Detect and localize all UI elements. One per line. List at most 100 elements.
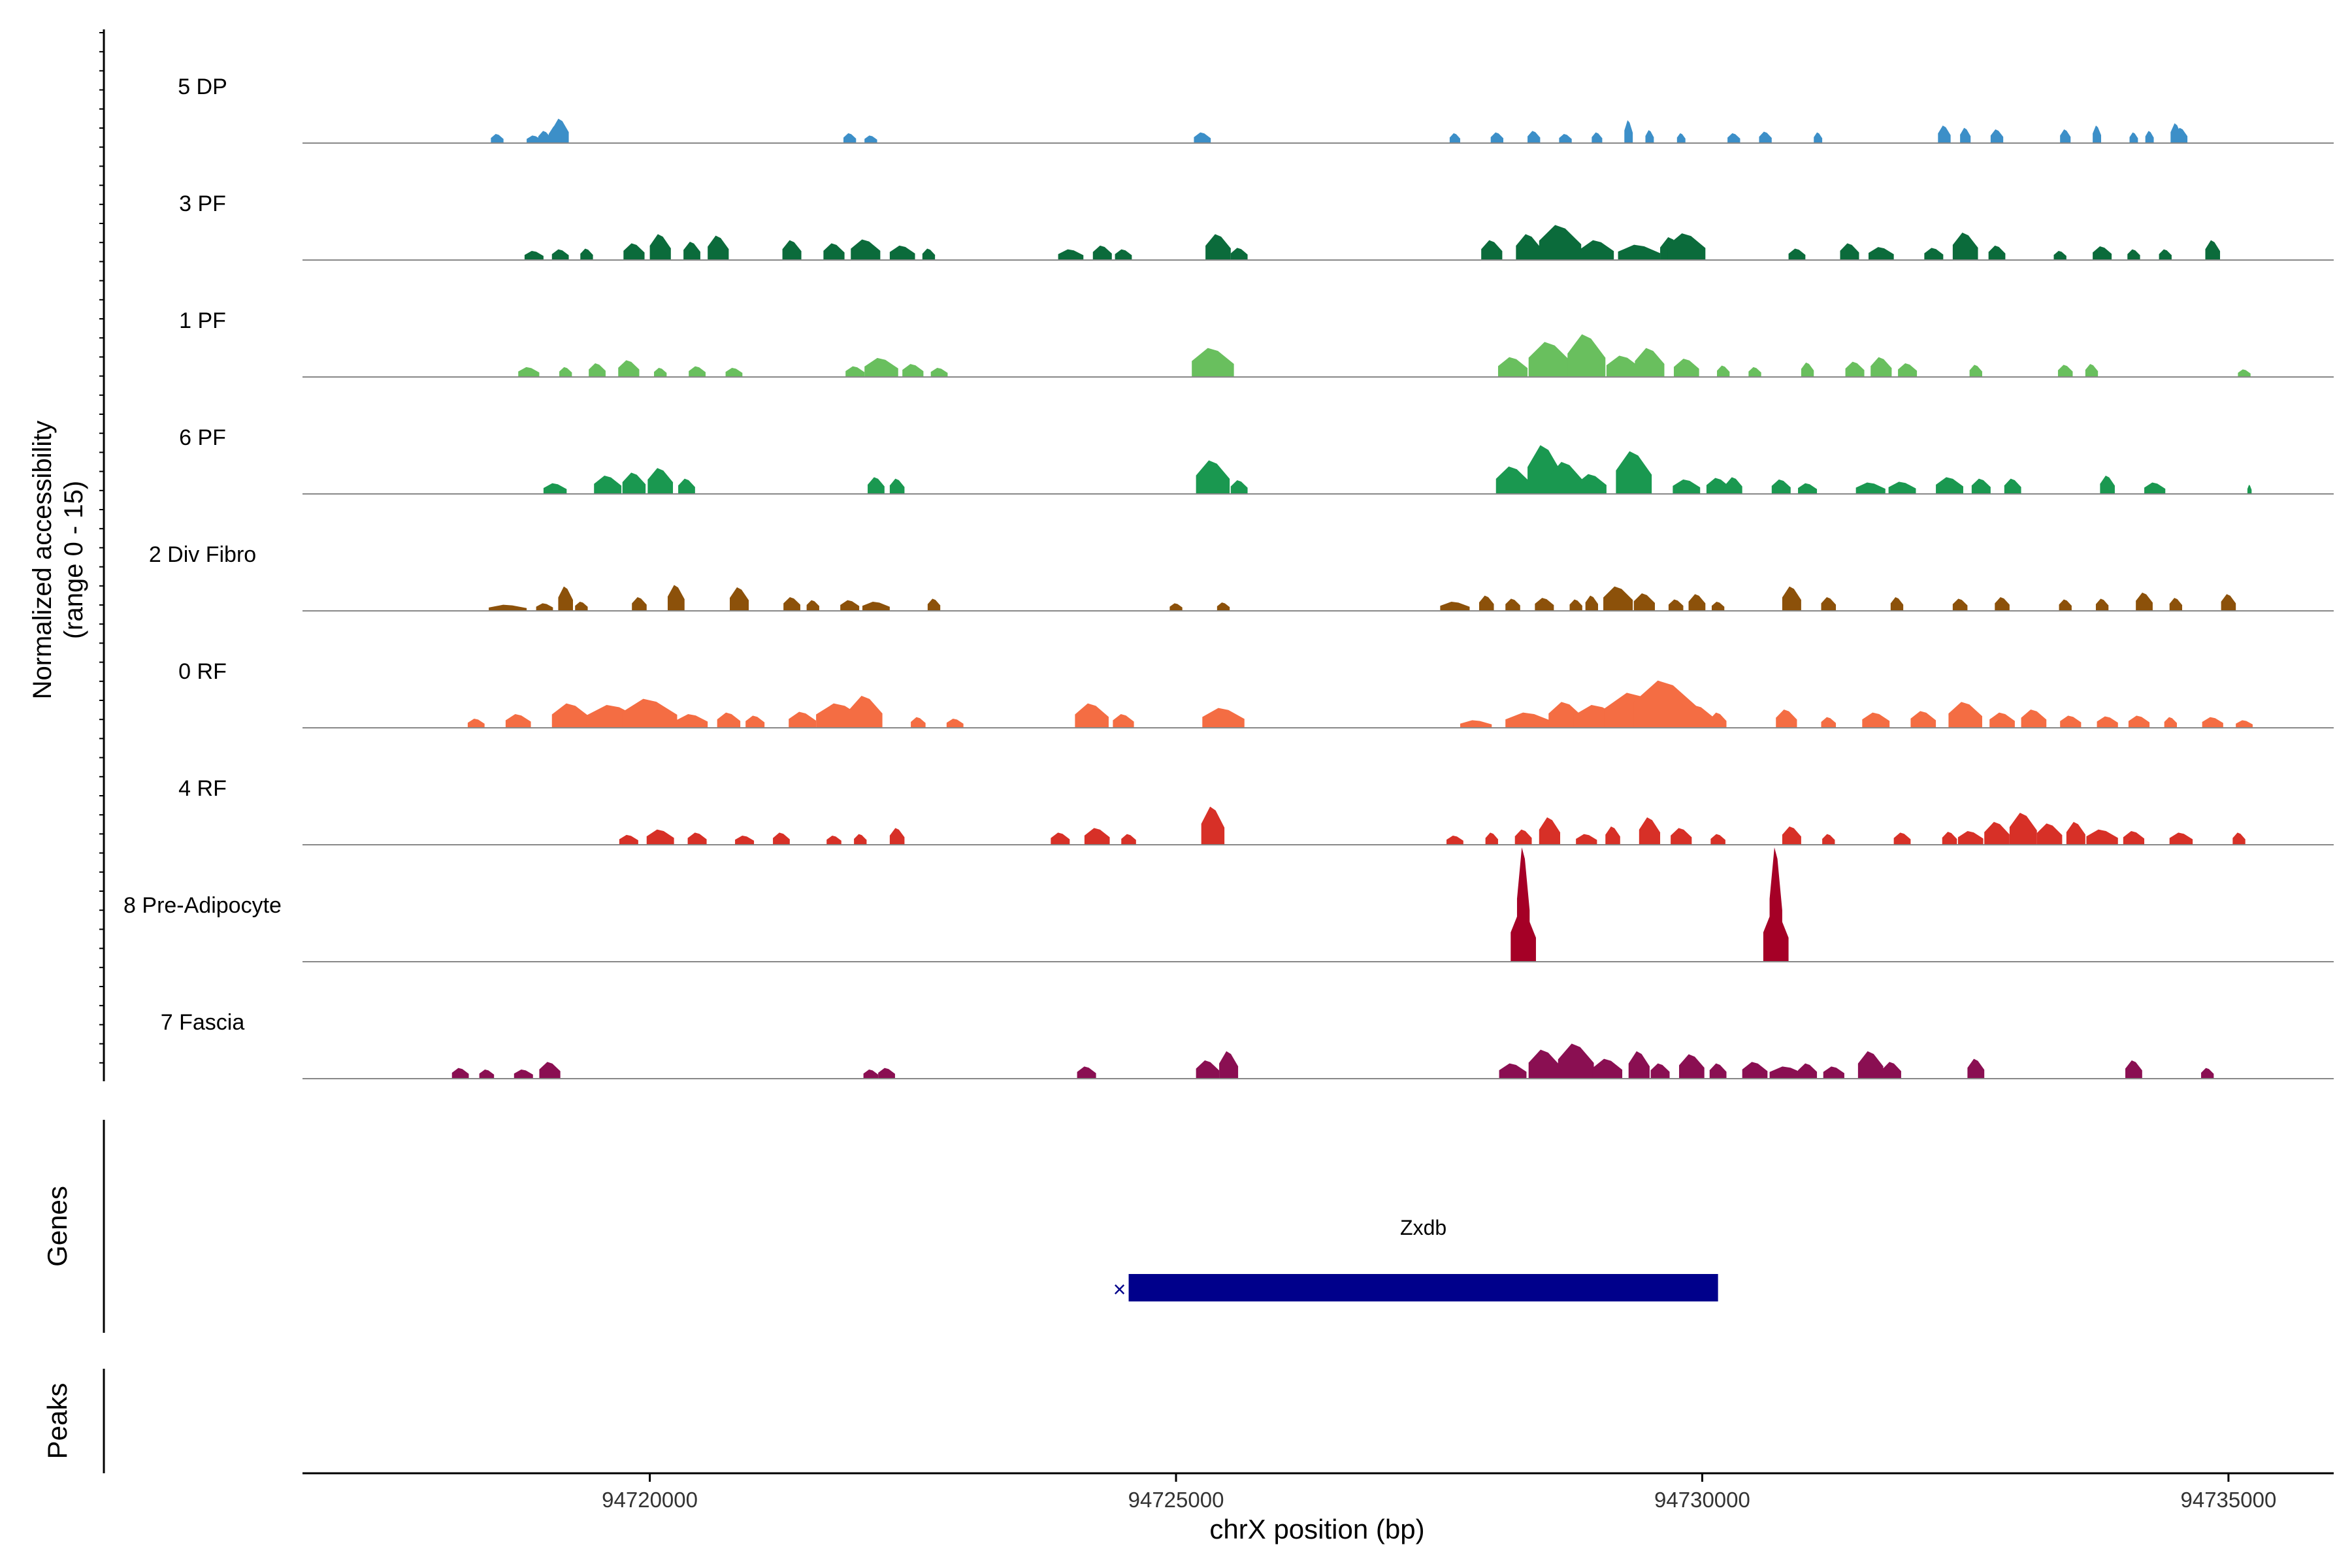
track-5: 2 Div Fibro [149, 542, 2334, 612]
coverage-peak [589, 363, 606, 377]
coverage-peak [2100, 476, 2115, 494]
coverage-peak [806, 600, 819, 611]
coverage-peak [1618, 244, 1661, 260]
coverage-peak [2060, 715, 2082, 728]
coverage-peak [1814, 132, 1823, 143]
coverage-peak [489, 604, 527, 611]
coverage-peak [1936, 477, 1963, 494]
coverage-peak [843, 133, 857, 143]
coverage-peak [2009, 813, 2037, 845]
coverage-peak [1490, 132, 1504, 143]
coverage-peak [1585, 595, 1598, 611]
coverage-peak [1075, 703, 1109, 728]
coverage-peak [1505, 712, 1552, 728]
coverage-peak [1868, 247, 1894, 260]
coverage-peak [518, 367, 540, 377]
coverage-peak [1748, 367, 1761, 377]
coverage-peak [1092, 245, 1112, 260]
coverage-peak [1709, 712, 1727, 728]
coverage-peak [1569, 599, 1582, 611]
coverage-peak [2059, 599, 2072, 611]
coverage-peak [1742, 1062, 1768, 1079]
coverage-peak [2129, 132, 2138, 143]
coverage-peak [1969, 365, 1982, 377]
coverage-peak [823, 243, 845, 260]
coverage-peak [2136, 593, 2153, 611]
coverage-peak [654, 368, 667, 377]
coverage-peak [730, 587, 749, 611]
coverage-peak [1527, 131, 1541, 143]
coverage-peak [1890, 597, 1904, 611]
coverage-peak [1679, 1054, 1705, 1079]
coverage-peak [538, 131, 551, 143]
coverage-peak [2066, 822, 2085, 845]
coverage-peak [632, 597, 647, 611]
coverage-peak [864, 357, 898, 377]
coverage-peak [849, 696, 883, 728]
coverage-peak [2093, 246, 2112, 260]
coverage-peak [539, 1062, 561, 1079]
coverage-peak [889, 245, 915, 260]
coverage-peak [1823, 1066, 1844, 1079]
track-label: 4 RF [178, 776, 227, 801]
coverage-peak [1196, 1060, 1220, 1079]
coverage-peak [1624, 120, 1633, 143]
coverage-peak [1888, 482, 1916, 494]
coverage-peak [1671, 828, 1692, 845]
coverage-peak [1952, 598, 1968, 611]
coverage-peak [1603, 586, 1633, 611]
coverage-peak [1673, 479, 1701, 494]
coverage-peak [1446, 836, 1463, 845]
coverage-peak [1576, 834, 1597, 845]
coverage-peak [1169, 603, 1183, 611]
coverage-peak [1893, 832, 1911, 845]
coverage-peak [551, 249, 569, 260]
coverage-peak [783, 597, 800, 611]
y-axis-label: Normalized accessibility [28, 421, 57, 700]
coverage-peak [840, 600, 860, 611]
coverage-peak [1616, 451, 1652, 494]
track-label: 5 DP [178, 74, 227, 99]
coverage-peak [1798, 483, 1818, 494]
coverage-peak [2127, 249, 2140, 260]
coverage-peak [889, 478, 905, 494]
coverage-peak [647, 468, 674, 494]
track-label: 1 PF [179, 308, 226, 333]
coverage-peak [1855, 482, 1886, 494]
coverage-peak [551, 703, 590, 728]
coverage-peak [1528, 1049, 1561, 1079]
coverage-peak [524, 251, 544, 260]
coverage-peak [505, 714, 531, 728]
coverage-peak [1727, 133, 1740, 143]
coverage-peak [1882, 1062, 1901, 1079]
coverage-peak [1528, 342, 1571, 377]
genes-panel-label: Genes [42, 1186, 73, 1267]
coverage-peak [930, 368, 948, 377]
coverage-peak [1202, 708, 1245, 728]
coverage-peak [1650, 1063, 1670, 1079]
coverage-peak [1862, 712, 1890, 728]
coverage-peak [1606, 355, 1641, 377]
coverage-peak [1449, 133, 1460, 143]
coverage-peak [1988, 245, 2006, 260]
coverage-peak [646, 829, 674, 845]
coverage-peak [1495, 466, 1530, 494]
coverage-peak [1688, 594, 1706, 611]
coverage-peak [1058, 249, 1084, 260]
coverage-peak [676, 714, 708, 728]
coverage-peak [782, 240, 802, 260]
gene-annotations: × Zxdb [1113, 1216, 1718, 1302]
coverage-peak [1605, 826, 1620, 845]
coverage-peak [667, 585, 685, 611]
coverage-peak [1822, 834, 1835, 845]
coverage-peak [1717, 365, 1730, 377]
coverage-peak [2221, 594, 2236, 611]
x-axis-label: chrX position (bp) [1209, 1514, 1424, 1544]
track-2: 3 PF [179, 191, 2334, 261]
coverage-peak [1121, 834, 1136, 845]
coverage-peak [2004, 478, 2021, 494]
coverage-tracks: 5 DP 3 PF 1 PF 6 PF 2 Div Fibro 0 RF 4 RF 8 Pre… [123, 74, 2334, 1079]
coverage-peak [683, 242, 700, 260]
gene-label: Zxdb [1400, 1216, 1446, 1239]
